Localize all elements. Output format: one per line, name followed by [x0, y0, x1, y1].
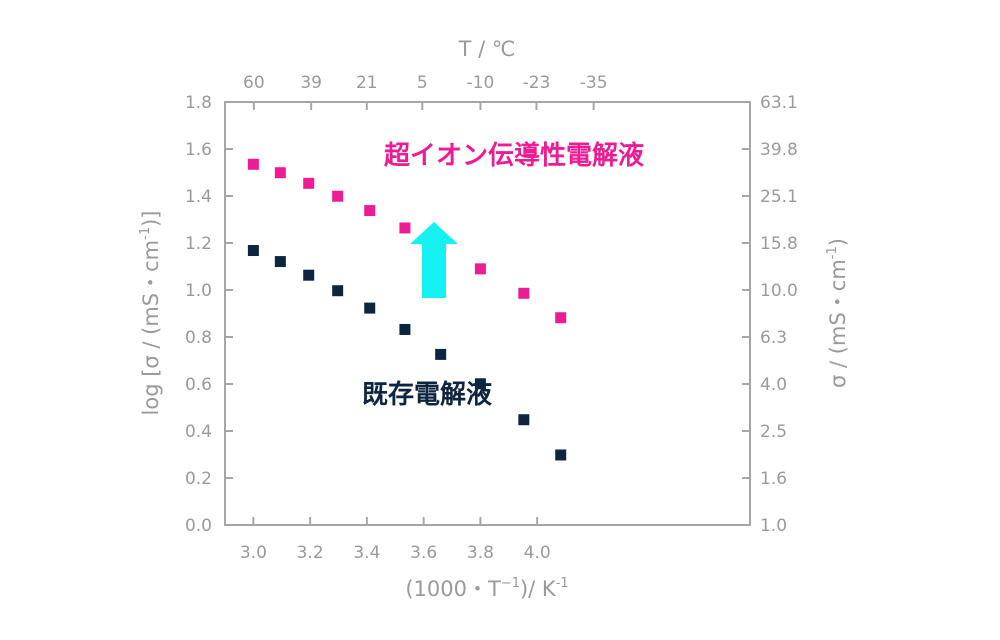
data-point-series-0 — [364, 205, 376, 217]
top-tick-label: 5 — [417, 73, 428, 93]
y-axis-title-left: log [σ / (mS・cm-1)] — [138, 211, 163, 416]
right-tick-label: 25.1 — [760, 187, 798, 207]
series-label-super: 超イオン伝導性電解液 — [384, 140, 644, 171]
data-point-series-1 — [303, 269, 315, 281]
y-axis-title-left-sup: -1 — [138, 227, 153, 240]
data-point-series-0 — [274, 167, 286, 179]
y-tick-label: 0.0 — [185, 516, 212, 536]
x-tick-label: 4.0 — [524, 543, 551, 563]
right-tick-label: 10.0 — [760, 281, 798, 301]
x-tick-label: 3.8 — [467, 543, 494, 563]
data-point-series-1 — [435, 348, 447, 360]
data-point-series-0 — [303, 177, 315, 189]
x-tick-label: 3.4 — [353, 543, 380, 563]
y-axis-title-right-main: σ / (mS・cm — [826, 259, 850, 388]
series-label-existing: 既存電解液 — [362, 380, 492, 410]
data-points — [247, 158, 567, 461]
data-point-series-1 — [518, 414, 530, 426]
y-tick-label: 0.2 — [185, 469, 212, 489]
right-tick-label: 15.8 — [760, 234, 798, 254]
y-axis-title-right-end: ) — [826, 238, 850, 246]
increase-arrow — [410, 222, 458, 298]
y-tick-label: 1.4 — [185, 187, 212, 207]
y-tick-label: 0.4 — [185, 422, 212, 442]
data-point-series-0 — [332, 190, 344, 202]
right-tick-label: 4.0 — [760, 375, 787, 395]
right-tick-label: 1.0 — [760, 516, 787, 536]
right-tick-label: 2.5 — [760, 422, 787, 442]
x-axis-title-unit-sup: -1 — [556, 576, 569, 591]
right-tick-label: 63.1 — [760, 93, 798, 113]
x-tick-label: 3.0 — [240, 543, 267, 563]
data-point-series-1 — [474, 378, 486, 390]
data-point-series-0 — [518, 287, 530, 299]
data-point-series-1 — [332, 285, 344, 297]
x-axis-title-unit: )/ K — [520, 577, 557, 601]
top-tick-label: -35 — [580, 73, 608, 93]
y-tick-label: 1.0 — [185, 281, 212, 301]
data-point-series-1 — [247, 245, 259, 257]
x-tick-label: 3.6 — [410, 543, 437, 563]
x-axis-title: (1000・T−1)/ K-1 — [405, 576, 568, 601]
y-tick-label: 0.6 — [185, 375, 212, 395]
data-point-series-0 — [247, 158, 259, 170]
x-tick-label: 3.2 — [297, 543, 324, 563]
data-point-series-1 — [274, 256, 286, 268]
y-tick-label: 1.2 — [185, 234, 212, 254]
right-tick-label: 39.8 — [760, 140, 798, 160]
top-axis-title: T / ℃ — [458, 37, 516, 61]
top-tick-label: -10 — [467, 73, 495, 93]
data-point-series-0 — [474, 263, 486, 275]
data-point-series-1 — [364, 302, 376, 314]
data-point-series-0 — [399, 222, 411, 234]
right-tick-label: 1.6 — [760, 469, 787, 489]
x-axis-title-sup: −1 — [501, 576, 520, 591]
data-point-series-0 — [555, 312, 567, 324]
top-tick-label: -23 — [523, 73, 551, 93]
y-axis-title-left-main: log [σ / (mS・cm — [139, 240, 163, 416]
y-axis-title-right: σ / (mS・cm-1) — [825, 238, 850, 388]
x-axis-title-main: (1000・T — [405, 577, 501, 601]
right-tick-label: 6.3 — [760, 328, 787, 348]
data-point-series-1 — [399, 323, 411, 335]
y-tick-label: 1.6 — [185, 140, 212, 160]
y-axis-title-left-end: )] — [139, 211, 163, 227]
tick-layer: 3.0 3.2 3.4 3.6 3.8 4.0 0.0 0.2 0.4 0.6 0.8 1.0 1.2 1… — [185, 73, 798, 563]
y-tick-label: 0.8 — [185, 328, 212, 348]
y-axis-title-right-sup: -1 — [825, 246, 840, 259]
top-tick-label: 60 — [243, 73, 265, 93]
plot-frame — [224, 101, 751, 526]
y-tick-label: 1.8 — [185, 93, 212, 113]
top-tick-label: 21 — [356, 73, 378, 93]
data-point-series-1 — [555, 449, 567, 461]
top-tick-label: 39 — [300, 73, 322, 93]
